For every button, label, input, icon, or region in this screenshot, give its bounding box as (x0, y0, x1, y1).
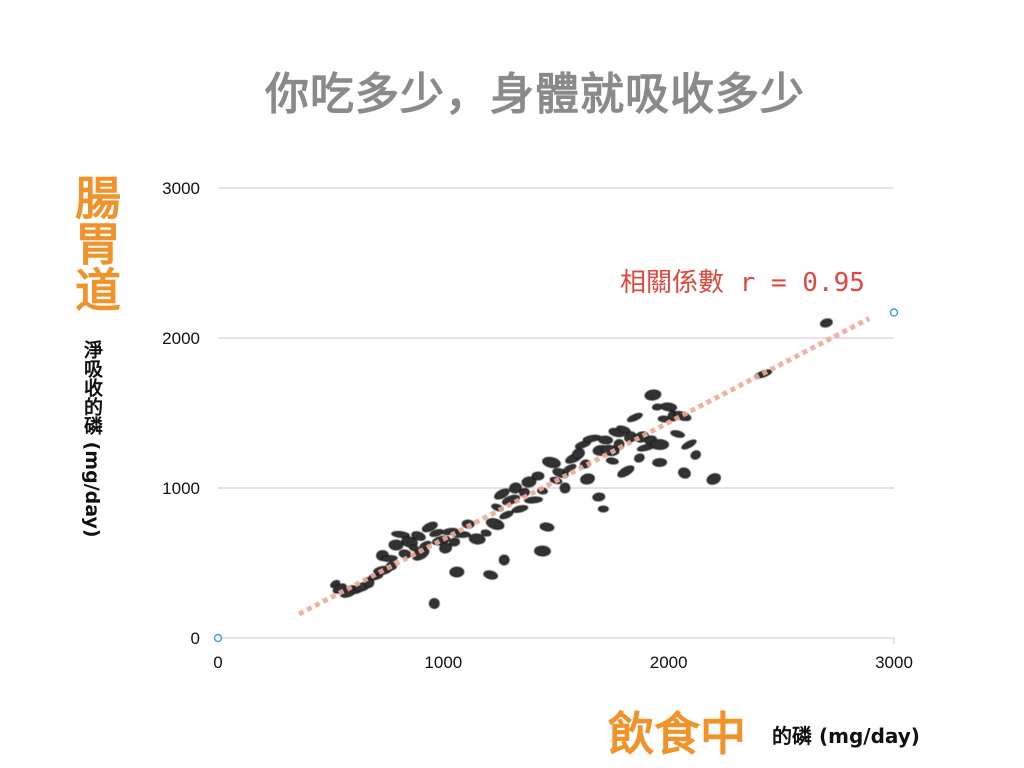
data-point (598, 435, 613, 445)
data-point (449, 537, 460, 547)
data-point (411, 531, 426, 541)
data-point (539, 522, 555, 532)
correlation-annotation: 相關係數 r = 0.95 (620, 268, 865, 298)
data-point (644, 389, 662, 401)
data-point (380, 555, 398, 562)
y-tick-label: 3000 (162, 179, 200, 198)
trendline (297, 316, 871, 617)
data-point (439, 542, 452, 554)
data-point (627, 412, 643, 423)
data-point (468, 533, 486, 545)
data-point (820, 318, 833, 328)
data-point (449, 566, 465, 578)
data-point (428, 598, 440, 609)
data-point (670, 430, 685, 438)
data-point (624, 431, 637, 443)
data-point (580, 473, 595, 485)
x-tick-label: 2000 (650, 653, 688, 672)
data-point (542, 456, 561, 469)
data-point (634, 453, 645, 463)
data-point (419, 540, 432, 550)
y-axis-title-sub: 淨吸收的磷 (mg/day) (81, 340, 103, 538)
y-axis-title-main: 腸胃道 (68, 174, 122, 312)
x-axis-title-sub: 的磷 (mg/day) (772, 724, 920, 748)
x-tick-label: 3000 (875, 653, 913, 672)
data-point (498, 554, 510, 566)
axis-marker (213, 633, 223, 643)
data-point (483, 570, 498, 580)
data-points (330, 318, 833, 609)
data-point (509, 482, 522, 494)
data-point (521, 476, 537, 488)
x-axis-title-main: 飲食中 (608, 707, 746, 761)
x-tick-label: 0 (213, 653, 222, 672)
data-point (494, 488, 510, 500)
data-point (592, 492, 606, 502)
data-point (485, 518, 505, 530)
x-axis-ticks: 0 1000 2000 3000 (213, 653, 913, 672)
data-point (421, 521, 438, 533)
y-tick-label: 1000 (162, 479, 200, 498)
data-point (678, 467, 691, 479)
data-point (652, 458, 668, 467)
data-point (690, 450, 701, 460)
data-point (706, 473, 721, 485)
data-point (391, 530, 410, 539)
data-point (572, 447, 585, 460)
page-title: 你吃多少，身體就吸收多少 (265, 69, 805, 120)
data-point (605, 457, 619, 465)
data-point (480, 529, 492, 537)
y-tick-label: 2000 (162, 329, 200, 348)
data-point (650, 439, 670, 450)
data-point (534, 545, 551, 557)
data-point (597, 505, 609, 513)
x-tick-label: 1000 (424, 653, 462, 672)
data-point (681, 439, 697, 450)
y-axis-ticks: 0 1000 2000 3000 (162, 179, 200, 648)
axis-marker (889, 308, 899, 317)
gridlines (218, 187, 895, 644)
data-point (511, 505, 529, 513)
data-point (524, 496, 543, 504)
data-point (660, 402, 678, 412)
data-point (531, 471, 545, 481)
data-point (559, 482, 571, 494)
axis-markers (213, 308, 899, 643)
data-point (617, 465, 635, 478)
data-point (388, 539, 404, 551)
y-tick-label: 0 (191, 629, 200, 648)
